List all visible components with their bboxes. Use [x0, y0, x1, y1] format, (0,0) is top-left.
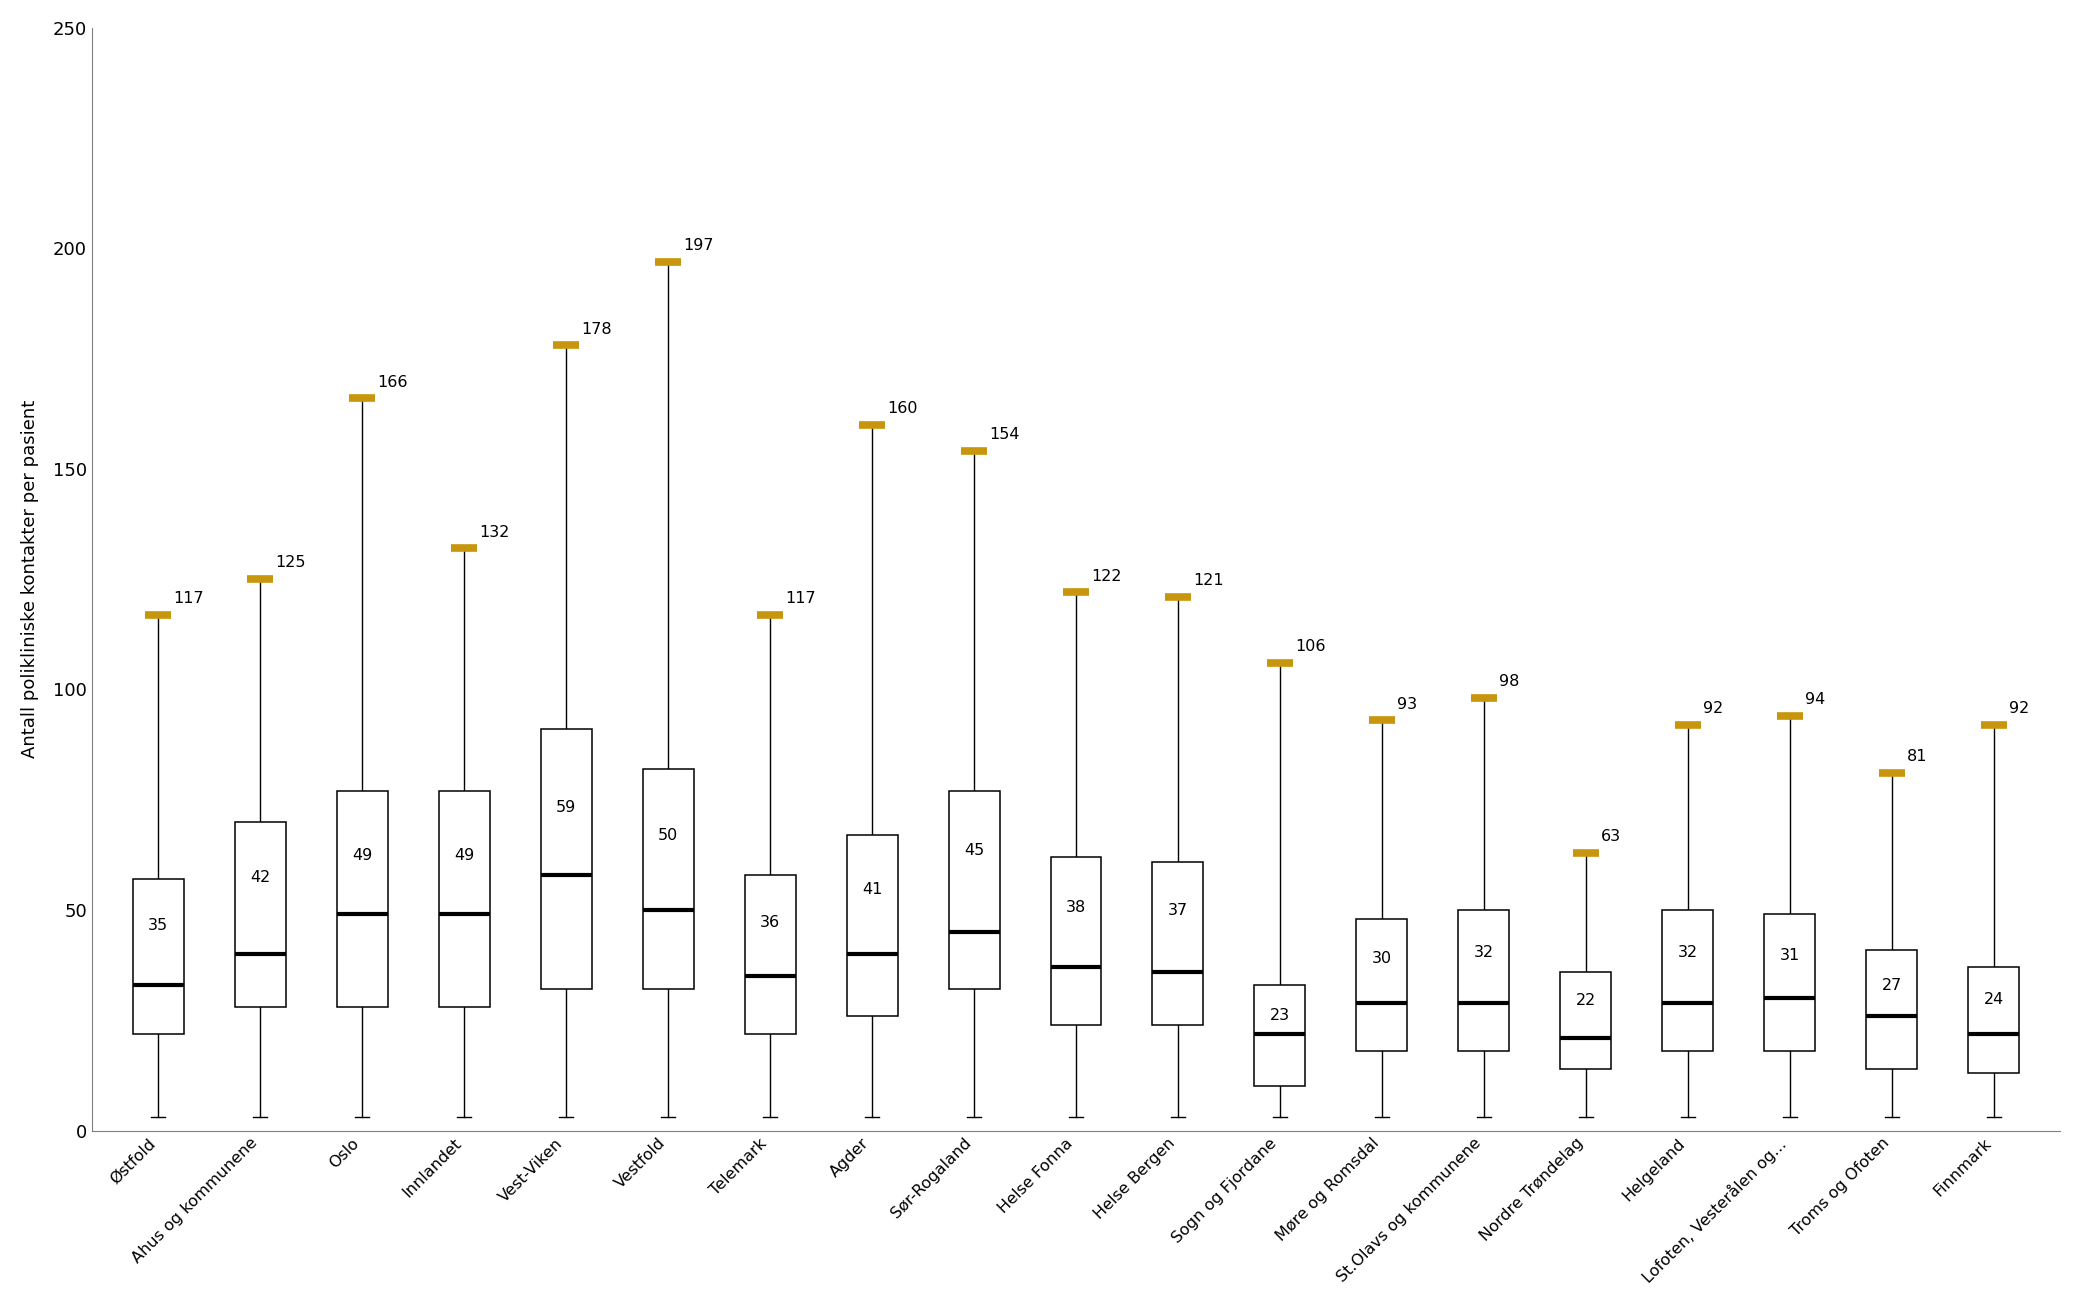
Text: 24: 24: [1983, 992, 2004, 1006]
Text: 31: 31: [1779, 948, 1800, 963]
Bar: [1153, 861, 1203, 1025]
Bar: [439, 791, 489, 1008]
Bar: [337, 791, 387, 1008]
Text: 125: 125: [275, 555, 306, 570]
Text: 37: 37: [1167, 903, 1188, 918]
Text: 98: 98: [1498, 674, 1519, 690]
Text: 117: 117: [173, 591, 204, 605]
Text: 93: 93: [1396, 697, 1417, 711]
Text: 49: 49: [454, 848, 474, 864]
Text: 27: 27: [1881, 978, 1902, 993]
Text: 36: 36: [760, 915, 780, 929]
Text: 30: 30: [1371, 951, 1392, 966]
Bar: [235, 822, 285, 1008]
Text: 50: 50: [658, 827, 678, 843]
Bar: [1357, 919, 1407, 1051]
Bar: [1765, 915, 1815, 1051]
Text: 197: 197: [683, 238, 714, 252]
Text: 117: 117: [785, 591, 816, 605]
Bar: [133, 880, 183, 1034]
Text: 63: 63: [1600, 829, 1621, 844]
Text: 160: 160: [887, 401, 918, 416]
Bar: [1051, 857, 1101, 1025]
Y-axis label: Antall polikliniske kontakter per pasient: Antall polikliniske kontakter per pasien…: [21, 400, 40, 758]
Text: 45: 45: [964, 843, 984, 857]
Text: 49: 49: [352, 848, 372, 864]
Text: 94: 94: [1804, 693, 1825, 707]
Text: 121: 121: [1192, 572, 1224, 588]
Text: 35: 35: [148, 918, 169, 933]
Text: 154: 154: [988, 427, 1020, 443]
Bar: [1969, 967, 2019, 1073]
Text: 32: 32: [1473, 945, 1494, 959]
Text: 106: 106: [1294, 639, 1326, 655]
Text: 132: 132: [479, 524, 510, 540]
Text: 59: 59: [556, 800, 576, 814]
Bar: [1561, 972, 1611, 1069]
Text: 42: 42: [250, 870, 271, 885]
Bar: [949, 791, 999, 989]
Bar: [1663, 910, 1713, 1051]
Bar: [541, 729, 591, 989]
Bar: [1459, 910, 1509, 1051]
Bar: [1867, 950, 1917, 1069]
Bar: [745, 874, 795, 1034]
Bar: [847, 835, 897, 1016]
Bar: [1255, 985, 1305, 1086]
Text: 178: 178: [581, 322, 612, 337]
Text: 41: 41: [862, 882, 882, 897]
Text: 32: 32: [1677, 945, 1698, 959]
Text: 166: 166: [377, 375, 408, 389]
Text: 38: 38: [1065, 901, 1086, 915]
Text: 22: 22: [1575, 993, 1596, 1009]
Text: 92: 92: [1702, 701, 1723, 716]
Bar: [643, 769, 693, 989]
Text: 23: 23: [1269, 1008, 1290, 1023]
Text: 81: 81: [1906, 749, 1927, 765]
Text: 122: 122: [1090, 569, 1122, 584]
Text: 92: 92: [2008, 701, 2029, 716]
